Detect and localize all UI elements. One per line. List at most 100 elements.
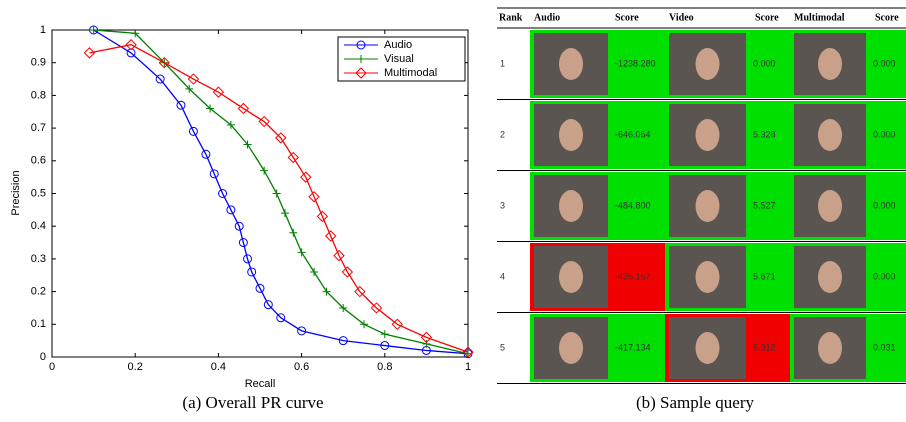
point — [272, 189, 281, 198]
rank: 3 — [500, 200, 505, 210]
point — [258, 115, 270, 128]
point — [420, 331, 433, 344]
y-tick-label: 0.8 — [31, 89, 46, 101]
y-tick-label: 0.5 — [31, 187, 46, 199]
face — [559, 119, 583, 151]
rank: 4 — [500, 271, 505, 281]
point — [238, 238, 248, 248]
point — [206, 104, 215, 113]
score: 0.000 — [873, 58, 896, 68]
score: 6.312 — [753, 342, 776, 352]
point — [287, 151, 299, 164]
legend-label: Audio — [384, 39, 412, 51]
point — [422, 339, 431, 348]
point — [260, 166, 269, 175]
face — [695, 119, 720, 151]
point — [325, 230, 337, 242]
column-header: Video — [669, 12, 694, 23]
face — [695, 48, 720, 80]
point — [297, 248, 306, 257]
face — [695, 261, 720, 293]
face — [559, 261, 583, 293]
plot-frame — [51, 29, 469, 358]
face — [818, 48, 842, 80]
score: 5.328 — [753, 129, 776, 139]
point — [243, 140, 252, 149]
score: 0.031 — [873, 342, 896, 352]
y-tick-label: 0.3 — [31, 253, 46, 265]
point — [226, 120, 235, 129]
y-tick-label: 0.9 — [31, 57, 46, 69]
point — [316, 210, 329, 223]
point — [83, 47, 96, 59]
face — [818, 190, 842, 222]
face — [818, 119, 842, 151]
x-tick-label: 0.8 — [377, 361, 392, 373]
point — [89, 26, 98, 34]
legend-label: Multimodal — [384, 67, 437, 79]
point — [289, 228, 298, 237]
face — [818, 332, 842, 364]
point — [276, 313, 286, 323]
point — [131, 29, 140, 38]
rank: 1 — [500, 58, 505, 68]
column-header: Score — [615, 12, 639, 23]
point — [187, 73, 200, 85]
score: 0.000 — [873, 200, 896, 210]
point — [356, 40, 366, 50]
score: -1238.280 — [615, 58, 656, 68]
y-tick-label: 0 — [40, 351, 46, 363]
score: -426.157 — [615, 271, 651, 281]
x-tick-label: 0.4 — [211, 361, 226, 373]
rank: 5 — [500, 342, 505, 352]
point — [310, 267, 319, 276]
point — [155, 74, 165, 84]
point — [255, 283, 265, 293]
point — [339, 303, 348, 312]
x-tick-label: 0.2 — [128, 361, 143, 373]
face — [695, 190, 720, 222]
column-header: Score — [875, 12, 899, 23]
point — [212, 86, 225, 98]
score: 0.000 — [873, 129, 896, 139]
point — [341, 266, 354, 278]
column-header: Score — [755, 12, 779, 23]
y-tick-label: 0.7 — [31, 122, 46, 134]
point — [333, 249, 345, 262]
point — [125, 39, 137, 51]
caption: (b) Sample query — [636, 393, 755, 412]
point — [297, 326, 307, 336]
face — [559, 332, 583, 364]
point — [176, 100, 186, 110]
score: 5.527 — [753, 200, 776, 210]
point — [355, 67, 367, 79]
point — [185, 84, 194, 93]
point — [209, 169, 219, 179]
point — [218, 189, 228, 198]
point — [201, 149, 211, 159]
y-tick-label: 0.6 — [31, 155, 46, 167]
point — [354, 285, 366, 298]
point — [308, 191, 320, 203]
point — [126, 48, 136, 58]
score: 0.000 — [753, 58, 776, 68]
y-tick-label: 1 — [40, 24, 46, 36]
rank: 2 — [500, 129, 505, 139]
x-tick-label: 0 — [49, 361, 55, 373]
face — [818, 261, 842, 293]
x-tick-label: 0.6 — [294, 361, 309, 373]
point — [263, 300, 273, 310]
score: 5.671 — [753, 271, 776, 281]
column-header: Audio — [534, 12, 560, 23]
column-header: Multimodal — [794, 12, 845, 23]
caption: (a) Overall PR curve — [182, 393, 323, 412]
point — [391, 318, 403, 331]
face — [695, 332, 720, 364]
point — [226, 205, 236, 215]
x-axis-label: Recall — [245, 378, 276, 390]
point — [237, 102, 250, 115]
point — [357, 55, 365, 63]
point — [360, 320, 368, 329]
x-tick-label: 1 — [465, 361, 471, 373]
